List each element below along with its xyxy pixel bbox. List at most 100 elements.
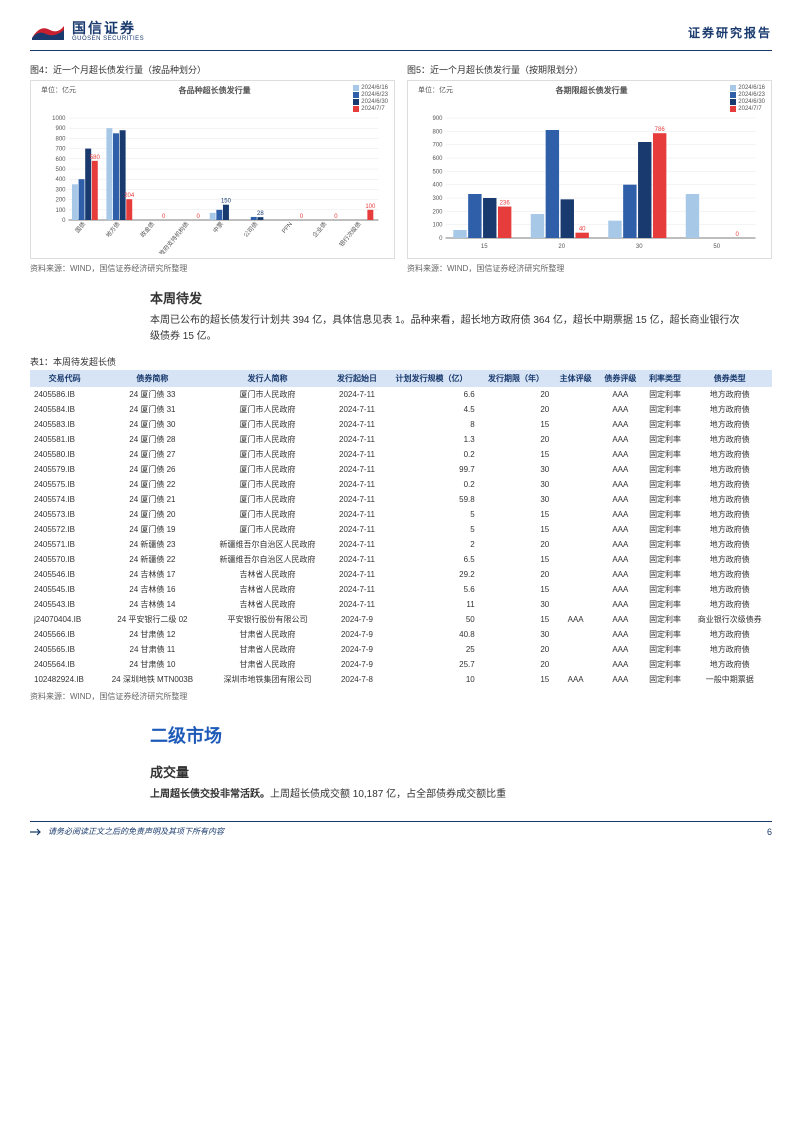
footer-arrow-icon (30, 827, 44, 837)
table-row: 2405574.IB24 厦门债 21厦门市人民政府2024-7-1159.83… (30, 492, 772, 507)
table-cell: 6.5 (384, 552, 478, 567)
table1-col-header: 发行期限（年） (479, 370, 554, 387)
table-cell: AAA (598, 567, 643, 582)
table-cell: 2405564.IB (30, 657, 99, 672)
svg-text:0: 0 (334, 214, 338, 220)
table-cell: 2405580.IB (30, 447, 99, 462)
svg-text:800: 800 (432, 129, 443, 135)
svg-text:15: 15 (481, 244, 488, 250)
table1-header-row: 交易代码债券简称发行人简称发行起始日计划发行规模（亿）发行期限（年）主体评级债券… (30, 370, 772, 387)
svg-text:公司债: 公司债 (242, 220, 260, 239)
table-cell: 地方政府债 (687, 402, 772, 417)
table-cell: 30 (479, 462, 554, 477)
table-cell: 24 吉林债 17 (99, 567, 205, 582)
table-cell: 24 新疆债 22 (99, 552, 205, 567)
table-cell: AAA (598, 447, 643, 462)
svg-text:50: 50 (713, 244, 720, 250)
chart4-box: 单位：亿元 各品种超长债发行量 2024/6/162024/6/232024/6… (30, 80, 395, 259)
table-cell: 24 厦门债 21 (99, 492, 205, 507)
table-cell: 24 厦门债 28 (99, 432, 205, 447)
svg-text:700: 700 (55, 147, 66, 153)
table-cell: AAA (598, 507, 643, 522)
table-cell (553, 642, 598, 657)
table-cell: 固定利率 (643, 402, 688, 417)
svg-text:企业债: 企业债 (311, 220, 329, 239)
table-row: 102482924.IB24 深圳地铁 MTN003B深圳市地铁集团有限公司20… (30, 672, 772, 687)
table-cell: 15 (479, 447, 554, 462)
table-cell: AAA (598, 657, 643, 672)
table-cell: 1.3 (384, 432, 478, 447)
table-cell: 一般中期票据 (687, 672, 772, 687)
svg-text:236: 236 (500, 201, 511, 207)
svg-text:0: 0 (162, 214, 166, 220)
table-cell: 15 (479, 552, 554, 567)
table-row: 2405586.IB24 厦门债 33厦门市人民政府2024-7-116.620… (30, 387, 772, 402)
table-cell: 2405584.IB (30, 402, 99, 417)
table-cell: 2405581.IB (30, 432, 99, 447)
table-row: 2405572.IB24 厦门债 19厦门市人民政府2024-7-11515AA… (30, 522, 772, 537)
svg-text:30: 30 (636, 244, 643, 250)
table1-source: 资料来源：WIND，国信证券经济研究所整理 (30, 691, 772, 702)
table-cell: 20 (479, 642, 554, 657)
table-cell: 20 (479, 657, 554, 672)
table-cell: 2405586.IB (30, 387, 99, 402)
chart4-title: 图4：近一个月超长债发行量（按品种划分） (30, 63, 395, 76)
page-footer: 请务必阅读正文之后的免责声明及其项下所有内容 6 (30, 821, 772, 837)
table1-title: 表1：本周待发超长债 (30, 355, 772, 368)
table-cell: 固定利率 (643, 417, 688, 432)
table-cell: 2024-7-11 (330, 537, 385, 552)
table-cell: 24 吉林债 16 (99, 582, 205, 597)
table-cell: 20 (479, 537, 554, 552)
table-cell: 厦门市人民政府 (205, 462, 329, 477)
table-row: 2405564.IB24 甘肃债 10甘肃省人民政府2024-7-925.720… (30, 657, 772, 672)
table-row: 2405584.IB24 厦门债 31厦门市人民政府2024-7-114.520… (30, 402, 772, 417)
table-cell (553, 402, 598, 417)
table-cell: 吉林省人民政府 (205, 567, 329, 582)
svg-text:400: 400 (55, 177, 66, 183)
brand-logo: 国信证券 GUOSEN SECURITIES (30, 20, 144, 44)
table-cell: 固定利率 (643, 582, 688, 597)
table-cell: 固定利率 (643, 672, 688, 687)
table-cell: 24 厦门债 27 (99, 447, 205, 462)
table1-col-header: 主体评级 (553, 370, 598, 387)
table-cell: 59.8 (384, 492, 478, 507)
table-cell: 厦门市人民政府 (205, 507, 329, 522)
table-row: 2405579.IB24 厦门债 26厦门市人民政府2024-7-1199.73… (30, 462, 772, 477)
table-cell: 地方政府债 (687, 567, 772, 582)
table-cell: 固定利率 (643, 642, 688, 657)
table-cell (553, 462, 598, 477)
table-cell: AAA (598, 642, 643, 657)
table-cell: 厦门市人民政府 (205, 447, 329, 462)
table-cell: AAA (598, 492, 643, 507)
table-cell: 20 (479, 387, 554, 402)
chart5-box: 单位：亿元 各期限超长债发行量 2024/6/162024/6/232024/6… (407, 80, 772, 259)
chart5-title: 图5：近一个月超长债发行量（按期限划分） (407, 63, 772, 76)
svg-text:政金债: 政金债 (138, 220, 156, 239)
table-cell: 地方政府债 (687, 522, 772, 537)
table-cell: 地方政府债 (687, 417, 772, 432)
table-cell: 40.8 (384, 627, 478, 642)
svg-text:40: 40 (579, 227, 586, 233)
table-cell: 2024-7-11 (330, 477, 385, 492)
svg-text:300: 300 (55, 187, 66, 193)
table-cell: 地方政府债 (687, 627, 772, 642)
svg-text:1000: 1000 (52, 116, 66, 122)
table-cell: 地方政府债 (687, 432, 772, 447)
table-cell: 地方政府债 (687, 552, 772, 567)
table1-col-header: 发行人简称 (205, 370, 329, 387)
brand-name-en: GUOSEN SECURITIES (72, 36, 144, 43)
table1-col-header: 利率类型 (643, 370, 688, 387)
table-cell: 0.2 (384, 477, 478, 492)
table-cell: 2024-7-9 (330, 627, 385, 642)
table-cell (553, 597, 598, 612)
table-cell: 厦门市人民政府 (205, 432, 329, 447)
table-cell: 厦门市人民政府 (205, 387, 329, 402)
table-cell: AAA (598, 387, 643, 402)
table-cell (553, 432, 598, 447)
table-cell: 固定利率 (643, 462, 688, 477)
table-cell: 30 (479, 627, 554, 642)
table1-col-header: 计划发行规模（亿） (384, 370, 478, 387)
legend-item: 2024/7/7 (353, 106, 388, 112)
table-cell (553, 387, 598, 402)
table-cell: 固定利率 (643, 387, 688, 402)
